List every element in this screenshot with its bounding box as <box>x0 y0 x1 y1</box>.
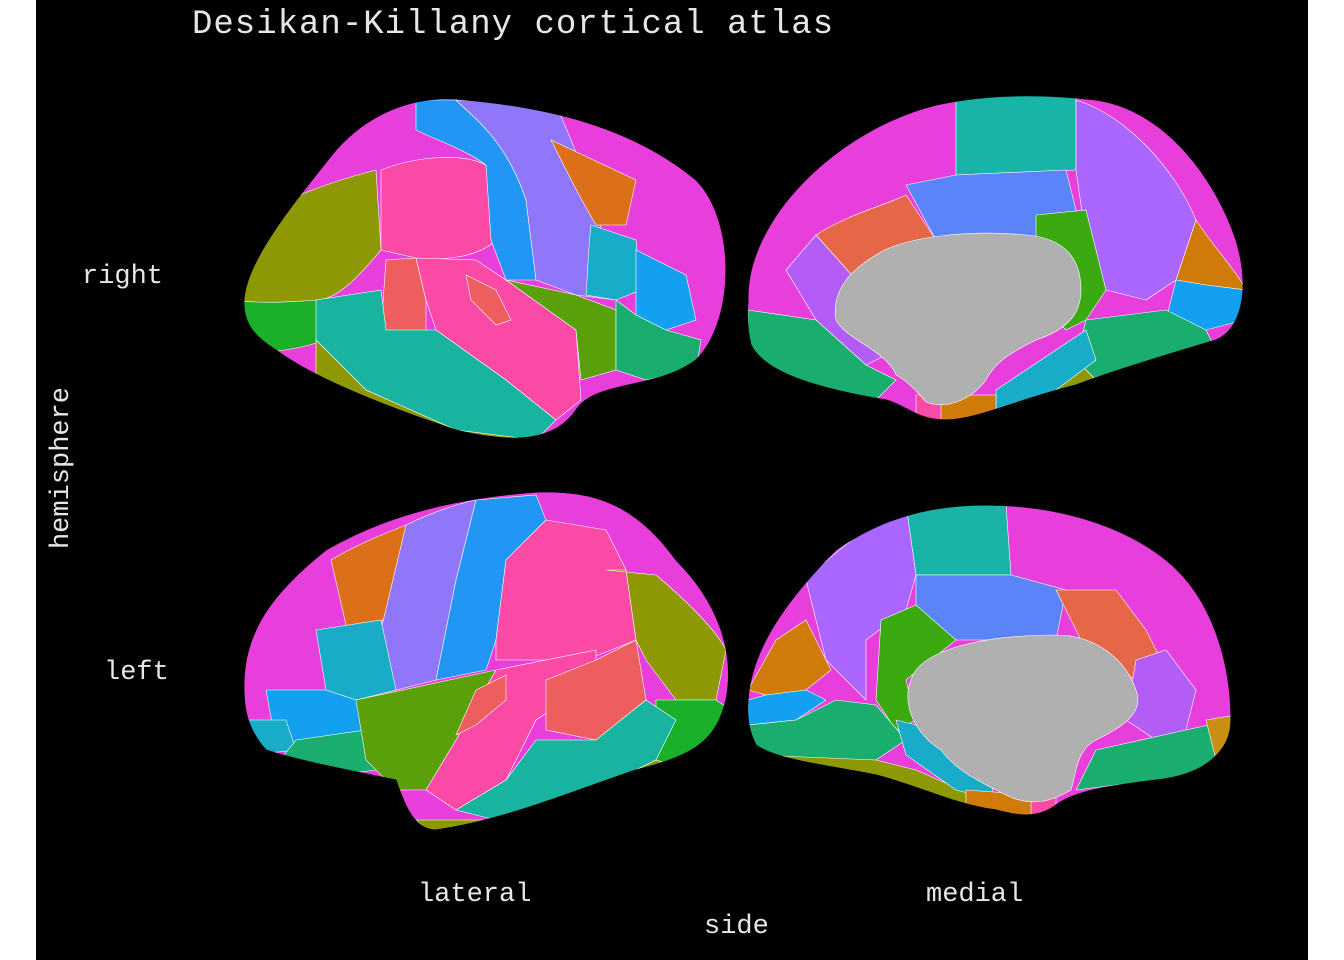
row-label-right: right <box>82 262 164 292</box>
brain-panels <box>243 95 1244 831</box>
x-axis-title: side <box>704 912 769 942</box>
column-label-medial: medial <box>926 880 1024 910</box>
brain-left-lateral <box>243 491 729 830</box>
brain-right-medial <box>747 95 1244 421</box>
column-label-lateral: lateral <box>418 880 532 910</box>
row-label-left: left <box>104 658 169 688</box>
brain-right-lateral <box>243 98 726 439</box>
y-axis-title: hemisphere <box>47 386 77 550</box>
brain-left-medial <box>747 505 1231 815</box>
atlas-figure: Desikan-Killany cortical atlas right lef… <box>36 0 1308 960</box>
figure-title: Desikan-Killany cortical atlas <box>192 6 835 44</box>
